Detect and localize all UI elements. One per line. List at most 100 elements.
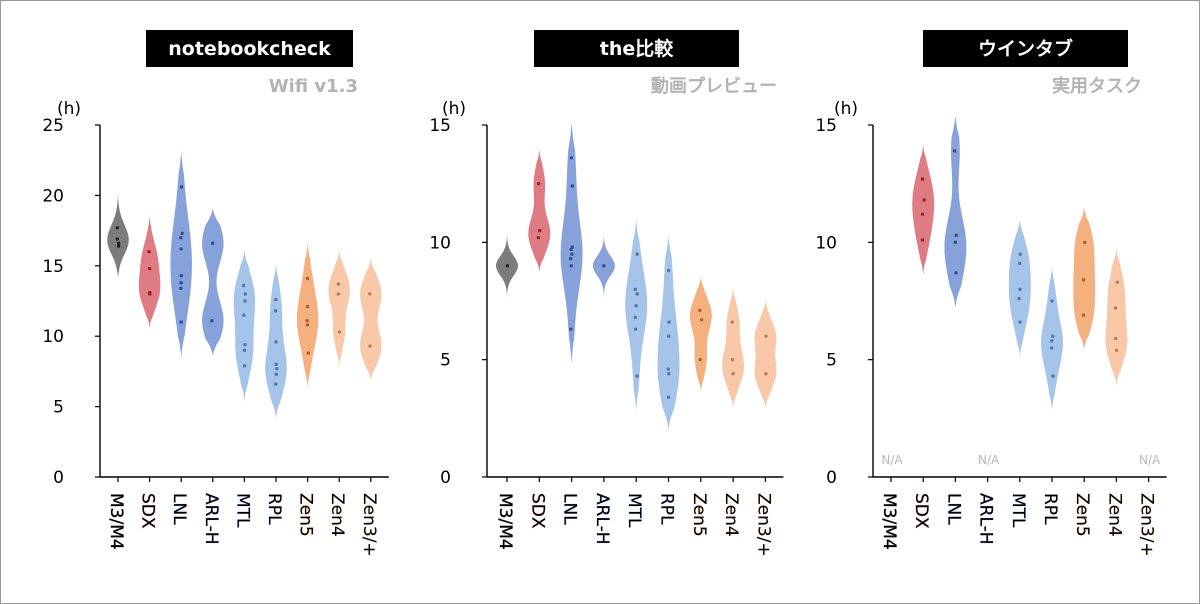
y-tick-label: 10 — [815, 233, 837, 253]
x-tick-label: RPL — [1040, 493, 1060, 525]
data-point — [147, 250, 150, 253]
chart-subtitle: 動画プレビュー — [651, 75, 777, 97]
data-point — [1017, 297, 1020, 300]
data-point — [338, 330, 341, 333]
data-point — [243, 299, 246, 302]
data-point — [570, 264, 573, 267]
x-tick-label: LNL — [943, 493, 963, 525]
data-point — [180, 274, 183, 277]
violin-body — [625, 219, 647, 411]
x-tick-label: M3/M4 — [495, 493, 515, 550]
data-point — [274, 363, 277, 366]
x-tick-label: MTL — [1008, 493, 1028, 528]
data-point — [337, 282, 340, 285]
data-point — [634, 304, 637, 307]
data-point — [179, 247, 182, 250]
x-tick-label: Zen5 — [689, 493, 709, 537]
data-point — [1114, 337, 1117, 340]
data-point — [179, 320, 182, 323]
data-point — [1050, 299, 1053, 302]
data-point — [274, 382, 277, 385]
na-label: N/A — [881, 453, 903, 467]
violin-body — [722, 287, 744, 409]
x-tick-label: Zen3/+ — [1137, 493, 1157, 557]
data-point — [1083, 241, 1086, 244]
violin-body — [360, 257, 381, 381]
data-point — [305, 319, 308, 322]
data-point — [667, 396, 670, 399]
violin-body — [944, 116, 966, 308]
data-point — [569, 257, 572, 260]
data-point — [698, 358, 701, 361]
y-tick-label: 0 — [53, 468, 64, 488]
data-point — [667, 320, 670, 323]
data-point — [634, 288, 637, 291]
data-point — [368, 292, 371, 295]
data-point — [1018, 262, 1021, 265]
x-tick-label: SDX — [527, 493, 547, 529]
data-point — [667, 269, 670, 272]
data-point — [571, 184, 574, 187]
data-point — [731, 358, 734, 361]
x-tick-label: Zen4 — [327, 493, 347, 537]
chart-panel-3: ウインタブ実用タスク (h) 0 5 10 15 M3/M4 N/A SDX LNL ARL-H N/… — [815, 30, 1166, 557]
data-point — [180, 232, 183, 235]
x-tick-label: LNL — [560, 493, 580, 525]
data-point — [1050, 339, 1053, 342]
data-point — [1018, 252, 1021, 255]
data-point — [667, 335, 670, 338]
y-tick-label: 0 — [826, 468, 837, 488]
x-tick-label: RPL — [657, 493, 677, 525]
data-point — [274, 340, 277, 343]
data-point — [921, 212, 924, 215]
data-point — [1115, 349, 1118, 352]
y-tick-label: 20 — [42, 186, 64, 206]
data-point — [1116, 281, 1119, 284]
data-point — [764, 335, 767, 338]
data-point — [921, 238, 924, 241]
data-point — [274, 298, 277, 301]
data-point — [730, 320, 733, 323]
violin-body — [1105, 247, 1127, 385]
violin-body — [234, 249, 255, 402]
violin-body — [754, 299, 776, 409]
violin-body — [528, 148, 550, 272]
violin-body — [170, 150, 191, 358]
data-point — [666, 367, 669, 370]
data-point — [275, 373, 278, 376]
x-tick-label: ARL-H — [976, 493, 996, 545]
data-point — [635, 252, 638, 255]
data-point — [117, 244, 120, 247]
data-point — [179, 236, 182, 239]
data-point — [1018, 288, 1021, 291]
violin-body — [328, 249, 349, 367]
data-point — [954, 241, 957, 244]
x-tick-label: M3/M4 — [106, 493, 126, 550]
chart-panel-1: notebookcheck Wifi v1.3 (h) 0 5 10 15 20 25 M3/M4… — [42, 30, 388, 557]
data-point — [210, 319, 213, 322]
data-point — [243, 343, 246, 346]
chart-title: ウインタブ — [978, 37, 1073, 60]
data-point — [1051, 335, 1054, 338]
data-point — [275, 367, 278, 370]
violin-body — [1041, 266, 1063, 411]
chart-panel-2: the比較動画プレビュー(h)051015M3/M4 SDX LNL ARL-H MTL… — [429, 30, 783, 557]
y-tick-label: 10 — [429, 233, 451, 253]
data-point — [954, 271, 957, 274]
chart-subtitle: Wifi v1.3 — [269, 76, 358, 97]
data-point — [921, 177, 924, 180]
data-point — [307, 351, 310, 354]
y-axis-unit: (h) — [834, 99, 858, 119]
violin-body — [912, 144, 934, 275]
violin-body — [658, 235, 680, 430]
x-tick-label: Zen5 — [1072, 493, 1092, 537]
data-point — [274, 309, 277, 312]
data-point — [570, 156, 573, 159]
data-point — [1082, 313, 1085, 316]
data-point — [368, 344, 371, 347]
violin-body — [107, 190, 128, 282]
data-point — [179, 281, 182, 284]
data-point — [306, 323, 309, 326]
violin-body — [202, 208, 223, 356]
data-point — [700, 318, 703, 321]
